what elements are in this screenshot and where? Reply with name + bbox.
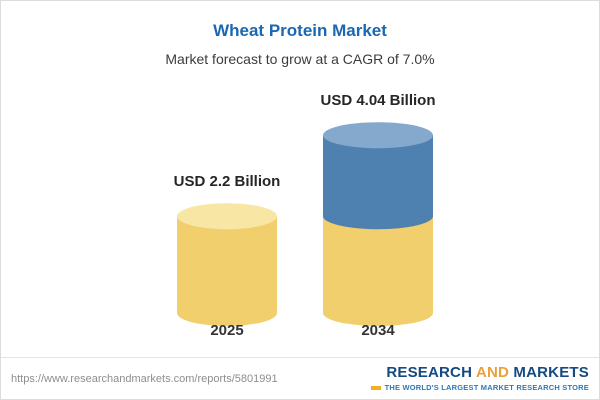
logo-word-and: AND: [475, 364, 510, 382]
bar-label-1: USD 4.04 Billion: [320, 92, 436, 110]
researchandmarkets-logo: RESEARCH AND MARKETS THE WORLD'S LARGEST…: [370, 364, 589, 392]
logo-word-markets: MARKETS: [513, 364, 589, 382]
logo-tagline-row: THE WORLD'S LARGEST MARKET RESEARCH STOR…: [370, 382, 589, 392]
logo-tagline: THE WORLD'S LARGEST MARKET RESEARCH STOR…: [384, 382, 589, 392]
cylinder-top-cap: [323, 122, 433, 149]
page-title: Wheat Protein Market: [213, 21, 387, 40]
cylinder-body: [323, 216, 433, 313]
cylinder-body: [177, 216, 277, 313]
category-label-0: 2025: [210, 322, 244, 339]
report-url-link[interactable]: https://www.researchandmarkets.com/repor…: [11, 372, 278, 385]
cylinder-bottom-cap: [323, 203, 433, 230]
cylinder-top-cap: [177, 203, 277, 230]
logo-wordmark: RESEARCH AND MARKETS: [371, 364, 589, 382]
gold-accent-icon: [370, 385, 381, 390]
category-label-1: 2034: [361, 322, 395, 339]
bar-label-0: USD 2.2 Billion: [173, 173, 281, 191]
cylinder-body: [323, 135, 433, 217]
page-subtitle: Market forecast to grow at a CAGR of 7.0…: [165, 51, 435, 67]
logo-word-research: RESEARCH: [386, 364, 473, 382]
footer-bar: https://www.researchandmarkets.com/repor…: [1, 357, 599, 399]
